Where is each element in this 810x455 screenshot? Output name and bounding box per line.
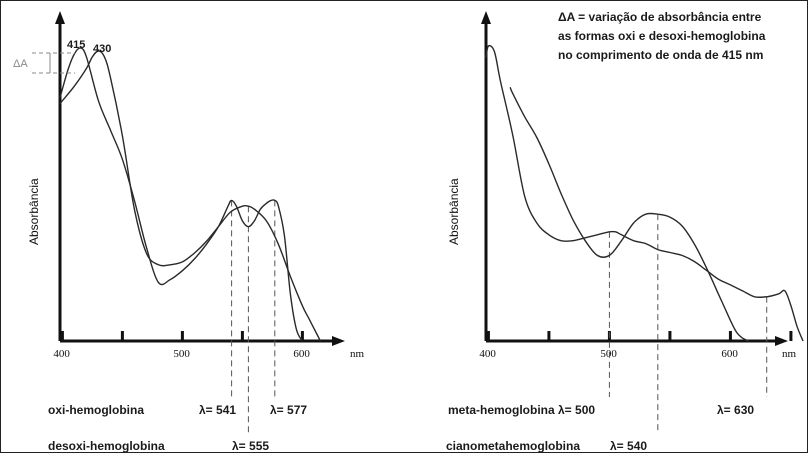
note-line-3: no comprimento de onda de 415 nm bbox=[558, 48, 763, 62]
x-tick-label-500: 500 bbox=[173, 348, 190, 360]
label-meta-hemoglobina: meta-hemoglobina λ= 500 bbox=[448, 403, 595, 417]
series-desoxi-hemoglobina bbox=[59, 50, 322, 342]
right-curves bbox=[485, 44, 804, 342]
x-tick-label-600: 600 bbox=[721, 348, 738, 360]
left-curves bbox=[59, 47, 322, 342]
series-cianometahemoglobina bbox=[509, 87, 749, 342]
label-oxi-hemoglobina: oxi-hemoglobina bbox=[48, 403, 144, 417]
label-lambda-541: λ= 541 bbox=[199, 403, 236, 417]
right-x-arrow bbox=[775, 336, 788, 346]
note-line-1: ΔA = variação de absorbância entre bbox=[558, 10, 762, 24]
delta-a-label: ΔA bbox=[13, 58, 28, 70]
peak-label-415: 415 bbox=[67, 39, 85, 51]
right-ticks: 400 500 600 bbox=[479, 331, 793, 360]
left-chart: Absorbância nm 400 500 600 ΔA 415 430 oxi-… bbox=[13, 11, 365, 453]
left-x-unit: nm bbox=[350, 348, 365, 360]
right-x-unit: nm bbox=[782, 348, 797, 360]
right-chart: Absorbância nm 400 500 600 meta-hemoglobin… bbox=[446, 11, 804, 453]
label-desoxi-hemoglobina: desoxi-hemoglobina bbox=[48, 439, 165, 453]
left-ticks: 400 500 600 bbox=[53, 331, 310, 360]
right-dashed-markers bbox=[608, 214, 768, 433]
left-y-arrow bbox=[55, 11, 65, 24]
label-lambda-577: λ= 577 bbox=[270, 403, 307, 417]
left-dashed-markers bbox=[231, 200, 276, 433]
right-y-label: Absorbância bbox=[447, 178, 461, 245]
delta-a-indicator: ΔA bbox=[13, 52, 75, 74]
peak-label-430: 430 bbox=[93, 43, 111, 55]
label-lambda-540: λ= 540 bbox=[610, 439, 647, 453]
x-tick-label-600: 600 bbox=[293, 348, 310, 360]
delta-a-note: ΔA = variação de absorbância entre as fo… bbox=[558, 10, 766, 62]
note-line-2: as formas oxi e desoxi-hemoglobina bbox=[558, 29, 766, 43]
series-meta-hemoglobina bbox=[485, 44, 804, 342]
x-tick-label-400: 400 bbox=[53, 348, 70, 360]
x-tick-label-400: 400 bbox=[479, 348, 496, 360]
left-x-arrow bbox=[332, 336, 345, 346]
right-y-arrow bbox=[481, 11, 491, 24]
label-cianometahemoglobina: cianometahemoglobina bbox=[446, 439, 580, 453]
series-oxi-hemoglobina bbox=[59, 47, 304, 342]
left-y-label: Absorbância bbox=[27, 178, 41, 245]
label-lambda-630: λ= 630 bbox=[717, 403, 754, 417]
label-lambda-555: λ= 555 bbox=[232, 439, 269, 453]
